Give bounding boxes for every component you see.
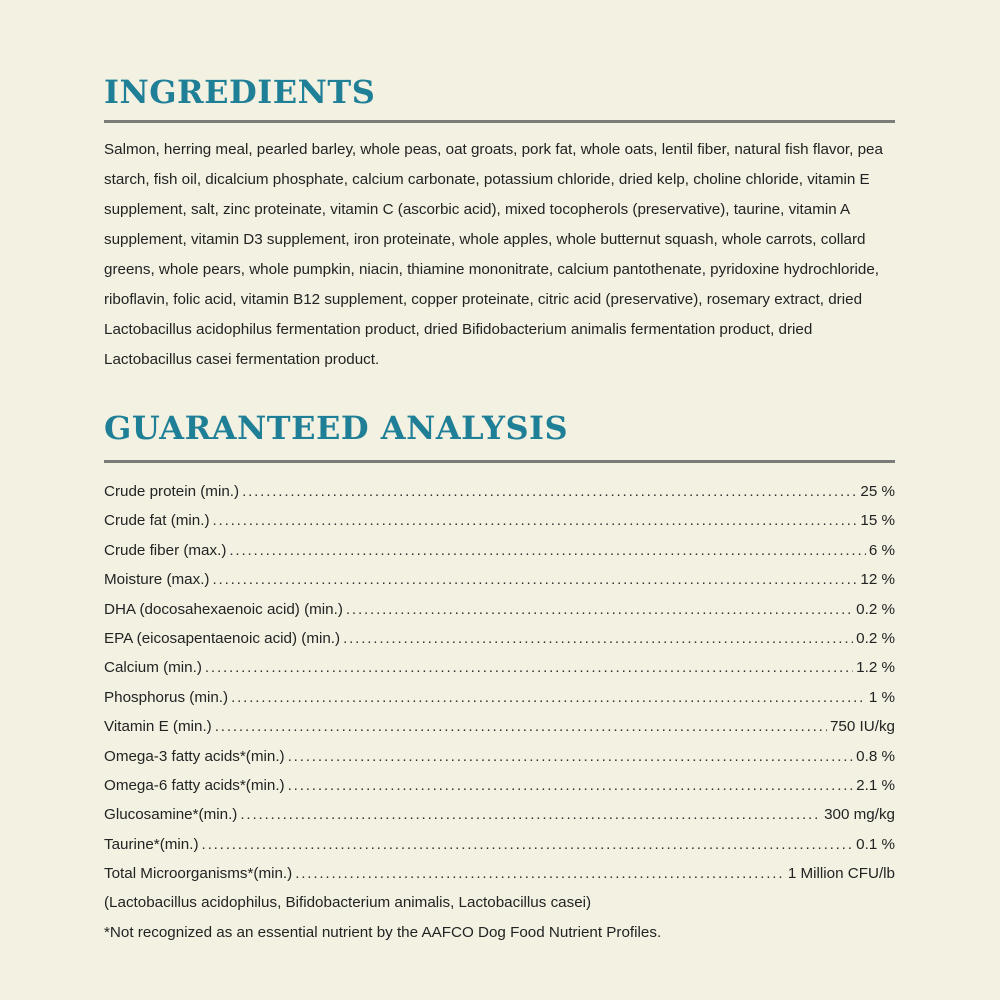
analysis-value: 0.2 % (856, 629, 895, 647)
dot-leader (213, 506, 858, 535)
analysis-row-crude-fat: Crude fat (min.) 15 % (104, 506, 895, 535)
analysis-label: Calcium (min.) (104, 659, 202, 677)
analysis-row-dha: DHA (docosahexaenoic acid) (min.) 0.2 % (104, 595, 895, 624)
dot-leader (240, 800, 821, 829)
dot-leader (346, 595, 853, 624)
analysis-label: Omega-3 fatty acids*(min.) (104, 747, 285, 765)
analysis-label: Phosphorus (min.) (104, 688, 229, 706)
analysis-value: 1.2 % (856, 659, 895, 677)
analysis-label: Taurine*(min.) (104, 835, 199, 853)
analysis-value: 750 IU/kg (829, 718, 895, 736)
analysis-value: 12 % (860, 571, 895, 589)
dot-leader (242, 477, 857, 506)
analysis-label: Omega-6 fatty acids*(min.) (104, 776, 285, 794)
analysis-row-moisture: Moisture (max.) 12 % (104, 565, 895, 594)
ingredients-section: INGREDIENTS Salmon, herring meal, pearle… (104, 76, 895, 375)
analysis-row-epa: EPA (eicosapentaenoic acid) (min.) 0.2 % (104, 624, 895, 653)
aafco-footnote: *Not recognized as an essential nutrient… (104, 923, 662, 941)
analysis-row-vitamin-e: Vitamin E (min.) 750 IU/kg (104, 712, 895, 741)
analysis-row-calcium: Calcium (min.) 1.2 % (104, 653, 895, 682)
ingredients-heading: INGREDIENTS (104, 73, 376, 111)
microorganisms-note: (Lactobacillus acidophilus, Bifidobacter… (104, 894, 592, 912)
analysis-value: 1 Million CFU/lb (787, 865, 895, 883)
dot-leader (205, 653, 853, 682)
analysis-label: Crude fat (min.) (104, 512, 210, 530)
dot-leader (288, 771, 854, 800)
analysis-label: Vitamin E (min.) (104, 718, 212, 736)
dot-leader (343, 624, 853, 653)
dot-leader (212, 565, 857, 594)
analysis-label: Glucosamine*(min.) (104, 806, 238, 824)
analysis-label: DHA (docosahexaenoic acid) (min.) (104, 600, 343, 618)
dot-leader (295, 859, 785, 888)
dot-leader (215, 712, 827, 741)
dot-leader (231, 683, 866, 712)
analysis-value: 2.1 % (856, 776, 895, 794)
analysis-value: 0.2 % (856, 600, 895, 618)
analysis-row-glucosamine: Glucosamine*(min.) 300 mg/kg (104, 800, 895, 829)
dot-leader (229, 536, 865, 565)
ingredients-text: Salmon, herring meal, pearled barley, wh… (104, 141, 883, 368)
analysis-row-phosphorus: Phosphorus (min.) 1 % (104, 683, 895, 712)
analysis-value: 300 mg/kg (824, 806, 895, 824)
analysis-value: 15 % (860, 512, 895, 530)
analysis-row-crude-protein: Crude protein (min.) 25 % (104, 477, 895, 506)
analysis-value: 0.1 % (856, 835, 895, 853)
guaranteed-analysis-divider (104, 460, 895, 463)
analysis-label: Moisture (max.) (104, 571, 210, 589)
analysis-table: Crude protein (min.) 25 % Crude fat (min… (104, 477, 895, 947)
analysis-row-crude-fiber: Crude fiber (max.) 6 % (104, 536, 895, 565)
analysis-label: Crude protein (min.) (104, 483, 240, 500)
analysis-label: Crude fiber (max.) (104, 541, 227, 559)
analysis-row-total-microorganisms: Total Microorganisms*(min.) 1 Million CF… (104, 859, 895, 888)
guaranteed-analysis-section: GUARANTEED ANALYSIS Crude protein (min.)… (104, 412, 895, 947)
dot-leader (288, 742, 854, 771)
analysis-label: Total Microorganisms*(min.) (104, 865, 293, 883)
analysis-value: 0.8 % (856, 747, 895, 765)
analysis-row-omega-6: Omega-6 fatty acids*(min.) 2.1 % (104, 771, 895, 800)
analysis-value: 1 % (868, 688, 895, 706)
analysis-value: 25 % (860, 483, 895, 500)
analysis-row-taurine: Taurine*(min.) 0.1 % (104, 830, 895, 859)
ingredients-divider (104, 120, 895, 123)
guaranteed-analysis-heading: GUARANTEED ANALYSIS (104, 409, 569, 447)
analysis-label: EPA (eicosapentaenoic acid) (min.) (104, 629, 341, 647)
analysis-row-omega-3: Omega-3 fatty acids*(min.) 0.8 % (104, 742, 895, 771)
dot-leader (202, 830, 854, 859)
analysis-value: 6 % (868, 541, 895, 559)
